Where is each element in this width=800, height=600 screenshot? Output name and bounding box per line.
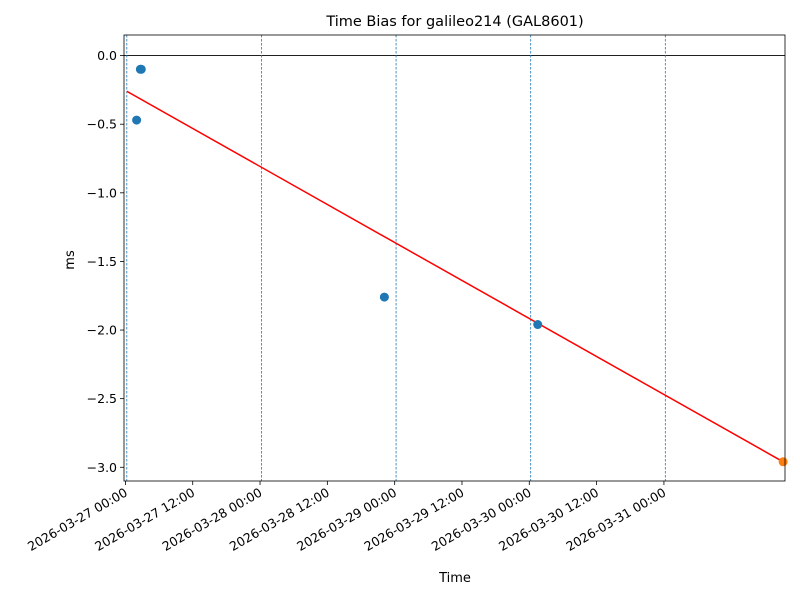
- reference-lines: [124, 35, 785, 481]
- y-tick-label: −1.5: [87, 254, 117, 269]
- data-points: [132, 64, 788, 467]
- y-ticks: 0.0 −0.5 −1.0 −1.5 −2.0 −2.5 −3.0: [87, 48, 124, 475]
- y-tick-label: −2.0: [87, 323, 117, 338]
- data-point-s0-3: [379, 292, 389, 302]
- data-point-s1-0: [778, 457, 788, 467]
- y-tick-label: 0.0: [97, 48, 117, 63]
- y-tick-label: −0.5: [87, 117, 117, 132]
- data-point-s0-2: [136, 64, 146, 74]
- data-point-s0-4: [533, 320, 543, 330]
- plot-frame: [123, 34, 786, 482]
- chart-title: Time Bias for galileo214 (GAL8601): [325, 14, 583, 30]
- x-axis-label: Time: [438, 571, 471, 586]
- y-tick-label: −1.0: [87, 185, 117, 200]
- y-axis-label: ms: [63, 250, 78, 270]
- trend-layer: [126, 90, 784, 463]
- trend-line: [126, 90, 784, 463]
- data-point-s0-0: [132, 115, 142, 125]
- y-tick-label: −3.0: [87, 460, 117, 475]
- y-tick-label: −2.5: [87, 391, 117, 406]
